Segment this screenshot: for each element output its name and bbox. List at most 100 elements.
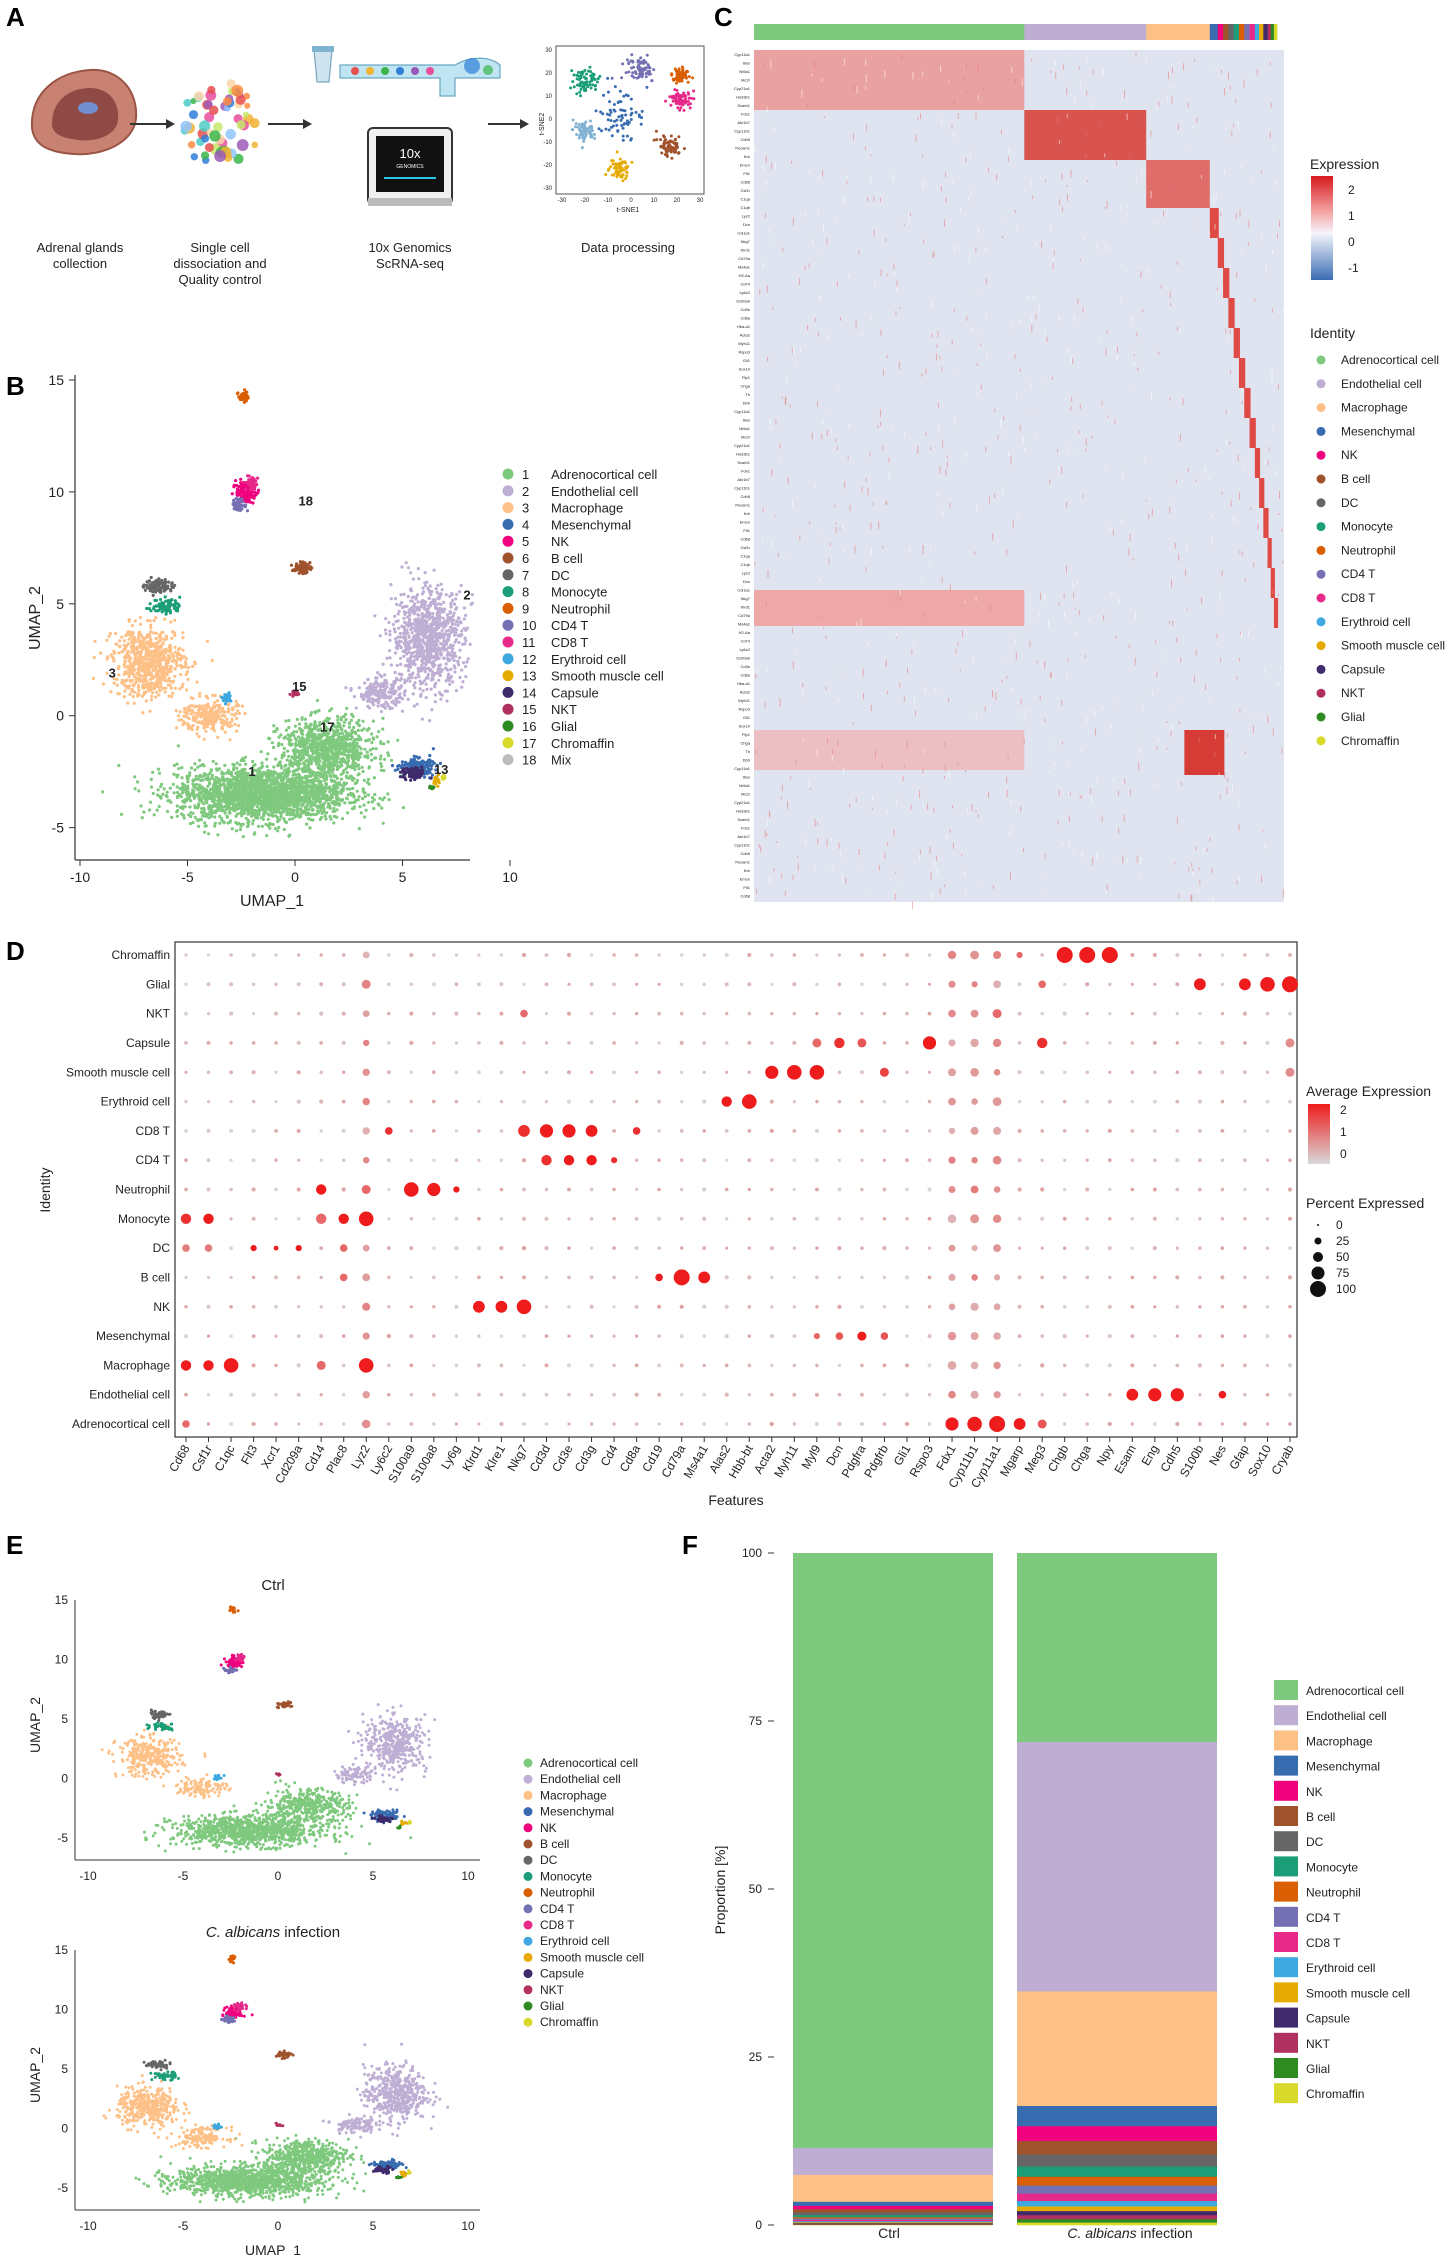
umap-point bbox=[298, 807, 302, 811]
umap-point bbox=[324, 774, 328, 778]
umap-point bbox=[383, 693, 387, 697]
umap-point bbox=[439, 642, 443, 646]
tsne-point bbox=[575, 77, 579, 81]
umap-point bbox=[221, 776, 225, 781]
umap-point bbox=[407, 676, 411, 680]
umap-point bbox=[433, 693, 437, 697]
umap-point bbox=[458, 675, 462, 680]
cell-dot bbox=[213, 122, 223, 132]
umap-point bbox=[181, 788, 185, 793]
tsne-point bbox=[678, 102, 682, 106]
umap-point bbox=[385, 685, 389, 689]
umap-point bbox=[247, 807, 251, 811]
umap-point bbox=[252, 832, 256, 836]
umap-point bbox=[140, 816, 144, 820]
umap-point bbox=[325, 759, 329, 763]
umap-point bbox=[419, 644, 423, 648]
umap-point bbox=[200, 798, 204, 802]
umap-point bbox=[170, 815, 174, 820]
umap-point bbox=[161, 792, 165, 796]
umap-point bbox=[370, 690, 374, 694]
umap-point bbox=[420, 663, 424, 667]
arrow-2-head bbox=[303, 119, 312, 129]
tsne-point bbox=[686, 91, 690, 95]
umap-point bbox=[211, 783, 216, 788]
umap-point bbox=[164, 794, 168, 798]
umap-point bbox=[303, 810, 307, 814]
umap-point bbox=[175, 814, 179, 818]
umap-point bbox=[282, 746, 286, 751]
umap-point bbox=[428, 627, 432, 631]
umap-point bbox=[432, 631, 436, 635]
tsne-point bbox=[686, 80, 690, 84]
umap-point bbox=[363, 693, 367, 697]
tsne-point bbox=[581, 136, 585, 140]
umap-point bbox=[444, 679, 448, 683]
tsne-point bbox=[682, 93, 686, 97]
umap-point bbox=[427, 640, 431, 644]
umap-point bbox=[280, 810, 284, 814]
umap-point bbox=[289, 792, 293, 797]
tsne-point bbox=[640, 116, 644, 120]
umap-point bbox=[363, 747, 367, 751]
umap-point bbox=[324, 781, 328, 786]
umap-point bbox=[331, 756, 336, 761]
umap-point bbox=[304, 805, 308, 809]
tsne-point bbox=[621, 173, 625, 177]
umap-point bbox=[439, 582, 443, 586]
tsne-xtick: 0 bbox=[629, 198, 633, 204]
umap-point bbox=[214, 775, 218, 780]
umap-point bbox=[389, 663, 393, 667]
tsne-point bbox=[642, 68, 646, 72]
cell-dot bbox=[183, 98, 192, 107]
tsne-point bbox=[582, 124, 586, 128]
umap-point bbox=[332, 802, 336, 806]
tsne-point bbox=[625, 119, 629, 123]
tsne-xtick: 30 bbox=[697, 198, 704, 204]
tsne-point bbox=[629, 59, 633, 63]
umap-point bbox=[152, 813, 156, 817]
umap-point bbox=[421, 586, 425, 590]
umap-point bbox=[295, 791, 299, 796]
umap-point bbox=[268, 793, 272, 797]
umap-point bbox=[133, 619, 137, 623]
umap-point bbox=[464, 628, 468, 632]
umap-point bbox=[133, 775, 137, 779]
tsne-point bbox=[662, 142, 666, 146]
umap-point bbox=[411, 671, 415, 675]
umap-point bbox=[448, 682, 452, 687]
tsne-plot bbox=[555, 45, 705, 195]
umap-point bbox=[454, 689, 458, 693]
umap-point bbox=[356, 728, 360, 733]
cell-dot bbox=[188, 110, 199, 120]
tsne-point bbox=[644, 60, 648, 64]
umap-point bbox=[388, 629, 392, 633]
umap-point bbox=[411, 577, 415, 581]
umap-point bbox=[466, 657, 470, 661]
umap-point bbox=[287, 726, 291, 730]
umap-point bbox=[362, 697, 366, 701]
umap-point bbox=[346, 811, 350, 815]
umap-point bbox=[417, 625, 421, 629]
umap-point bbox=[179, 795, 183, 799]
umap-point bbox=[433, 620, 437, 624]
umap-point bbox=[307, 726, 311, 730]
umap-point bbox=[264, 773, 268, 777]
umap-point bbox=[325, 751, 329, 756]
umap-point bbox=[345, 771, 349, 775]
umap-point bbox=[199, 778, 203, 783]
umap-point bbox=[272, 810, 276, 814]
tsne-point bbox=[571, 80, 575, 84]
tsne-point bbox=[683, 97, 687, 101]
umap-point bbox=[336, 728, 340, 732]
umap-point bbox=[215, 785, 219, 789]
cell-dot bbox=[222, 96, 232, 106]
umap-point bbox=[361, 789, 365, 793]
umap-point bbox=[309, 760, 313, 765]
umap-point bbox=[456, 623, 460, 628]
umap-point bbox=[430, 676, 434, 680]
umap-point bbox=[315, 799, 319, 803]
umap-point bbox=[292, 802, 296, 807]
umap-point bbox=[315, 698, 320, 703]
umap-point bbox=[196, 806, 200, 810]
